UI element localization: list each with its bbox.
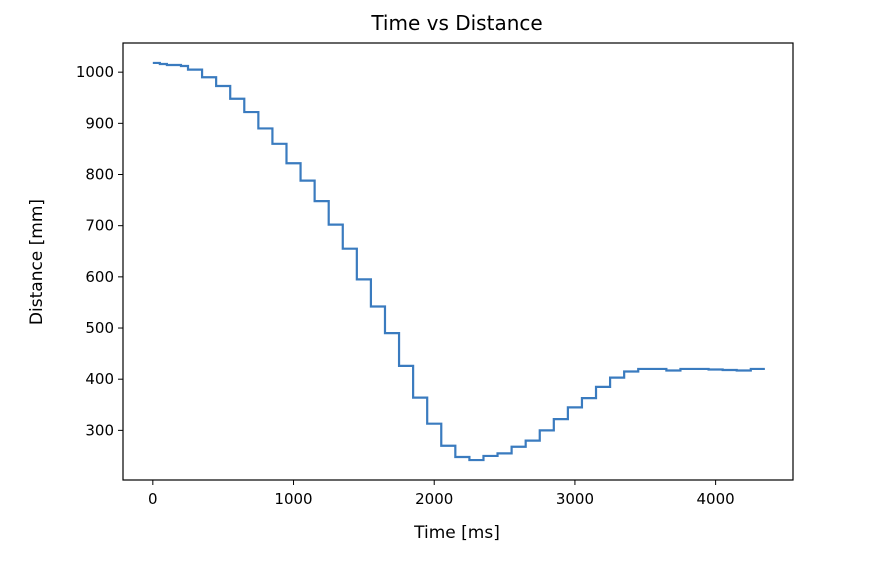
axes: 0 1000 2000 3000 4000 300 400 500 600 700 800 900 10… (76, 63, 735, 508)
y-tick-label: 300 (85, 421, 114, 439)
x-tick-label: 3000 (556, 490, 594, 508)
x-tick-label: 1000 (274, 490, 312, 508)
x-tick-label: 0 (148, 490, 158, 508)
y-tick-label: 500 (85, 319, 114, 337)
y-tick-label: 800 (85, 166, 114, 184)
x-tick-label: 2000 (415, 490, 453, 508)
y-tick-label: 1000 (76, 63, 114, 81)
y-tick-label: 600 (85, 268, 114, 286)
y-tick-label: 700 (85, 217, 114, 235)
y-tick-label: 400 (85, 370, 114, 388)
chart-title: Time vs Distance (370, 11, 542, 35)
series-line (152, 61, 765, 462)
x-axis-label: Time [ms] (413, 523, 500, 543)
plot-area (152, 61, 765, 462)
x-tick-label: 4000 (697, 490, 735, 508)
axes-frame (122, 42, 794, 481)
y-tick-label: 900 (85, 114, 114, 132)
y-axis-label: Distance [mm] (27, 199, 47, 325)
